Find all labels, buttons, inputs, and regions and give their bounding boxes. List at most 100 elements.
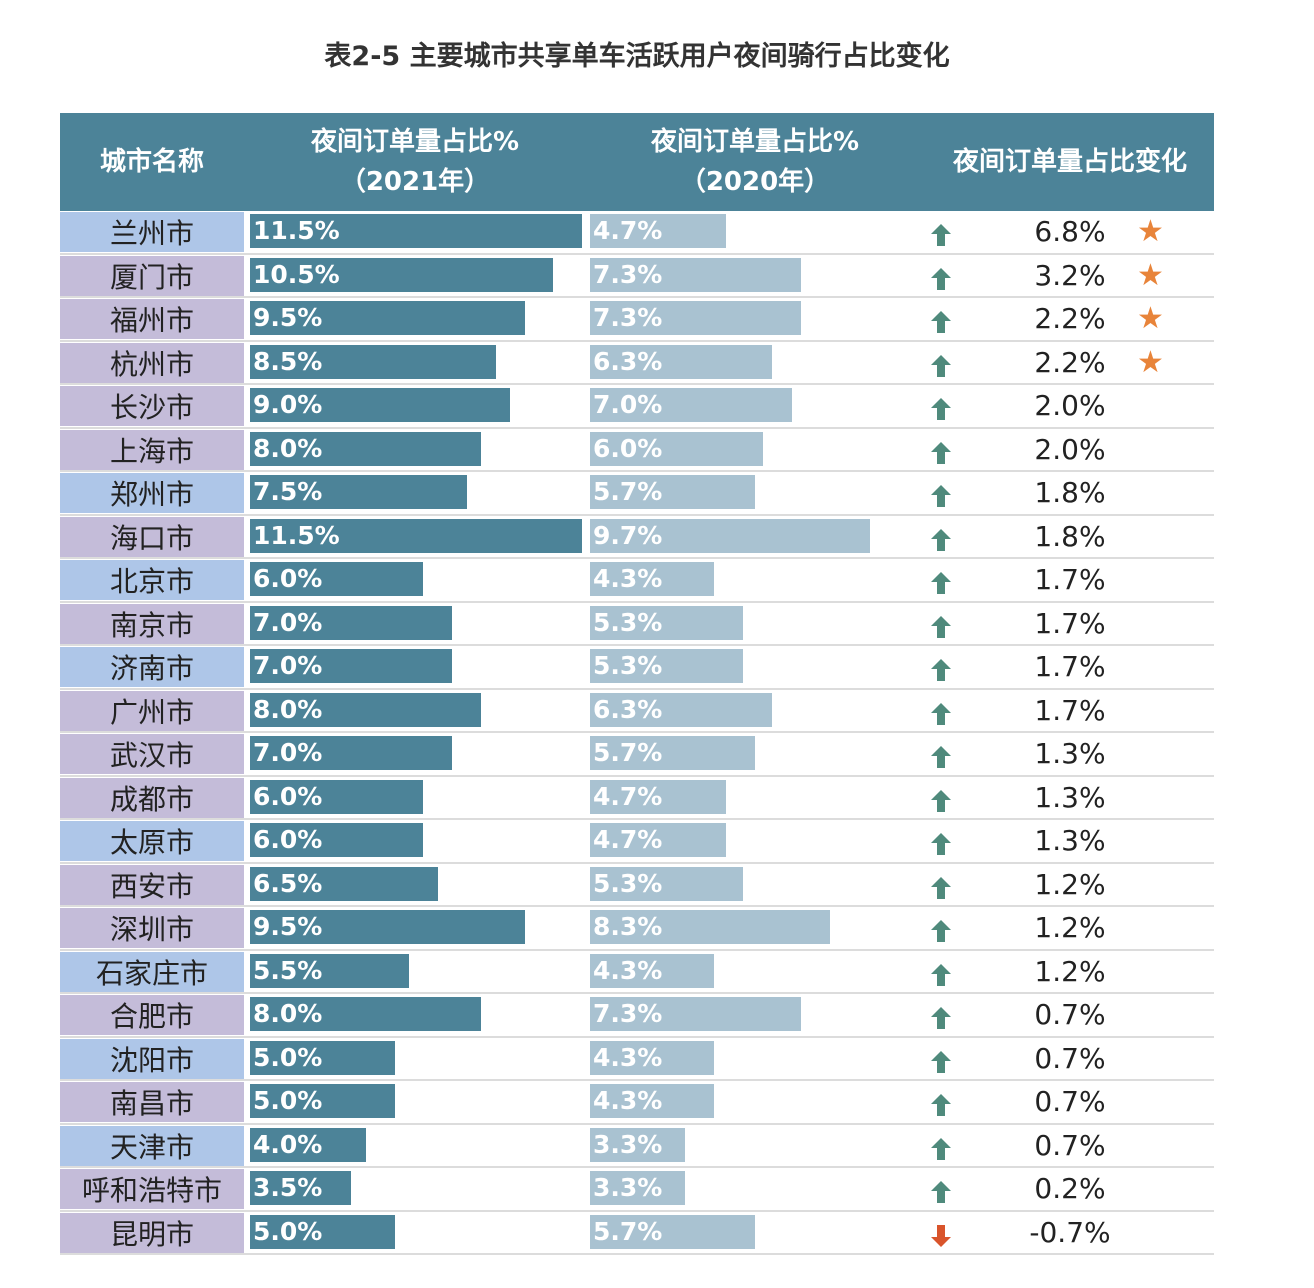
- bar-2021-label: 10.5%: [253, 259, 340, 289]
- change-value: 1.3%: [1034, 824, 1106, 857]
- bar-2021: [250, 431, 481, 466]
- table-row: 石家庄市 5.5% 4.3% 1.2%: [60, 951, 1214, 994]
- bar-2021: [250, 910, 525, 944]
- change-value: 1.2%: [1034, 911, 1106, 944]
- header-city-label: 城市名称: [99, 147, 204, 177]
- change-value: 2.0%: [1034, 389, 1106, 422]
- change-value: 2.2%: [1034, 345, 1106, 379]
- header-2021-line1: 夜间订单量占比%: [310, 127, 520, 157]
- bar-2020-label: 7.0%: [593, 390, 663, 419]
- bar-2021-label: 6.0%: [253, 781, 323, 811]
- star-icon: ★: [1137, 257, 1164, 293]
- change-value: 0.2%: [1034, 1172, 1106, 1205]
- arrow-up-icon: [931, 485, 951, 507]
- bar-2020: [590, 388, 792, 422]
- city-name: 杭州市: [60, 342, 244, 383]
- arrow-up-icon: [931, 224, 951, 246]
- city-name: 石家庄市: [60, 951, 244, 992]
- header-2020-line2: （2020年）: [679, 167, 831, 197]
- city-name: 郑州市: [60, 473, 244, 513]
- bar-2020: [590, 953, 714, 988]
- table-row: 天津市 4.0% 3.3% 0.7%: [60, 1125, 1214, 1168]
- bar-2021-label: 11.5%: [253, 216, 340, 245]
- bar-2020: [590, 649, 743, 683]
- city-name: 海口市: [60, 516, 244, 557]
- arrow-up-icon: [931, 1094, 951, 1116]
- arrow-down-icon: [931, 1224, 951, 1247]
- bar-2021-label: 6.5%: [253, 868, 323, 898]
- bar-2021-label: 8.0%: [253, 694, 323, 724]
- bar-2021: [250, 1214, 395, 1249]
- bar-2021: [250, 214, 582, 248]
- bar-2021: [250, 388, 510, 422]
- star-icon: ★: [1137, 214, 1164, 249]
- table-row: 广州市 8.0% 6.3% 1.7%: [60, 690, 1214, 733]
- change-value: 1.3%: [1034, 737, 1106, 770]
- city-name: 兰州市: [60, 212, 244, 252]
- bar-2020: [590, 736, 755, 770]
- city-name: 武汉市: [60, 734, 244, 774]
- city-name: 广州市: [60, 690, 244, 731]
- bar-2020-label: 4.3%: [593, 564, 663, 593]
- bar-2021: [250, 866, 438, 901]
- bar-2021-label: 5.0%: [253, 1086, 323, 1115]
- bar-2021-label: 6.0%: [253, 825, 323, 854]
- bar-2020: [590, 997, 801, 1031]
- bar-2021-label: 4.0%: [253, 1129, 323, 1159]
- bar-2021: [250, 475, 467, 509]
- table-body: 兰州市 11.5% 4.7% 6.8% ★ 厦门市 10.5% 7.3% 3.2% ★ 福州市 9.5…: [60, 211, 1214, 1255]
- header-change-label: 夜间订单量占比变化: [952, 147, 1187, 177]
- table-row: 成都市 6.0% 4.7% 1.3%: [60, 777, 1214, 820]
- bar-2020: [590, 301, 801, 335]
- arrow-up-icon: [931, 963, 951, 986]
- bar-2021-label: 8.0%: [253, 433, 323, 463]
- table-row: 南京市 7.0% 5.3% 1.7%: [60, 603, 1214, 646]
- table-row: 长沙市 9.0% 7.0% 2.0%: [60, 385, 1214, 429]
- bar-2020-label: 4.3%: [593, 955, 663, 985]
- bar-2020-label: 3.3%: [593, 1173, 663, 1202]
- arrow-up-icon: [931, 833, 951, 855]
- bar-2021-label: 7.5%: [253, 477, 323, 506]
- bar-2021-label: 5.0%: [253, 1216, 323, 1246]
- city-name: 济南市: [60, 647, 244, 687]
- arrow-up-icon: [931, 659, 951, 681]
- bar-2020-label: 4.7%: [593, 825, 663, 854]
- bar-2020-label: 5.3%: [593, 607, 663, 637]
- bar-2021: [250, 823, 423, 857]
- header-city: 城市名称: [60, 113, 244, 211]
- bar-2020-label: 5.7%: [593, 1216, 663, 1246]
- star-icon: ★: [1137, 344, 1164, 380]
- bar-2020-label: 5.3%: [593, 651, 663, 680]
- table-row: 北京市 6.0% 4.3% 1.7%: [60, 559, 1214, 603]
- bar-2020: [590, 779, 726, 814]
- change-value: -0.7%: [1029, 1215, 1111, 1249]
- city-name: 合肥市: [60, 995, 244, 1035]
- table-row: 福州市 9.5% 7.3% 2.2% ★: [60, 298, 1214, 342]
- bar-2021: [250, 1040, 395, 1075]
- bar-2021-label: 9.0%: [253, 390, 323, 419]
- change-value: 3.2%: [1034, 258, 1106, 292]
- arrow-up-icon: [931, 441, 951, 464]
- table-row: 海口市 11.5% 9.7% 1.8%: [60, 516, 1214, 559]
- bar-2021: [250, 997, 481, 1031]
- city-name: 南昌市: [60, 1082, 244, 1122]
- bar-2021-label: 9.5%: [253, 303, 323, 332]
- change-value: 1.2%: [1034, 867, 1106, 901]
- arrow-up-icon: [931, 789, 951, 812]
- city-name: 天津市: [60, 1125, 244, 1166]
- change-value: 1.7%: [1034, 563, 1106, 596]
- table-row: 武汉市 7.0% 5.7% 1.3%: [60, 733, 1214, 777]
- bar-2020-label: 5.3%: [593, 868, 663, 898]
- bar-2021: [250, 779, 423, 814]
- bar-2020: [590, 257, 801, 292]
- arrow-up-icon: [931, 1181, 951, 1203]
- change-value: 0.7%: [1034, 1128, 1106, 1162]
- change-value: 0.7%: [1034, 1085, 1106, 1118]
- table-row: 上海市 8.0% 6.0% 2.0%: [60, 429, 1214, 472]
- table-row: 呼和浩特市 3.5% 3.3% 0.2%: [60, 1168, 1214, 1212]
- bar-2021: [250, 605, 452, 640]
- arrow-up-icon: [931, 528, 951, 551]
- bar-2021: [250, 1084, 395, 1118]
- header-2021-line2: （2021年）: [339, 167, 491, 197]
- bar-2020-label: 8.3%: [593, 912, 663, 941]
